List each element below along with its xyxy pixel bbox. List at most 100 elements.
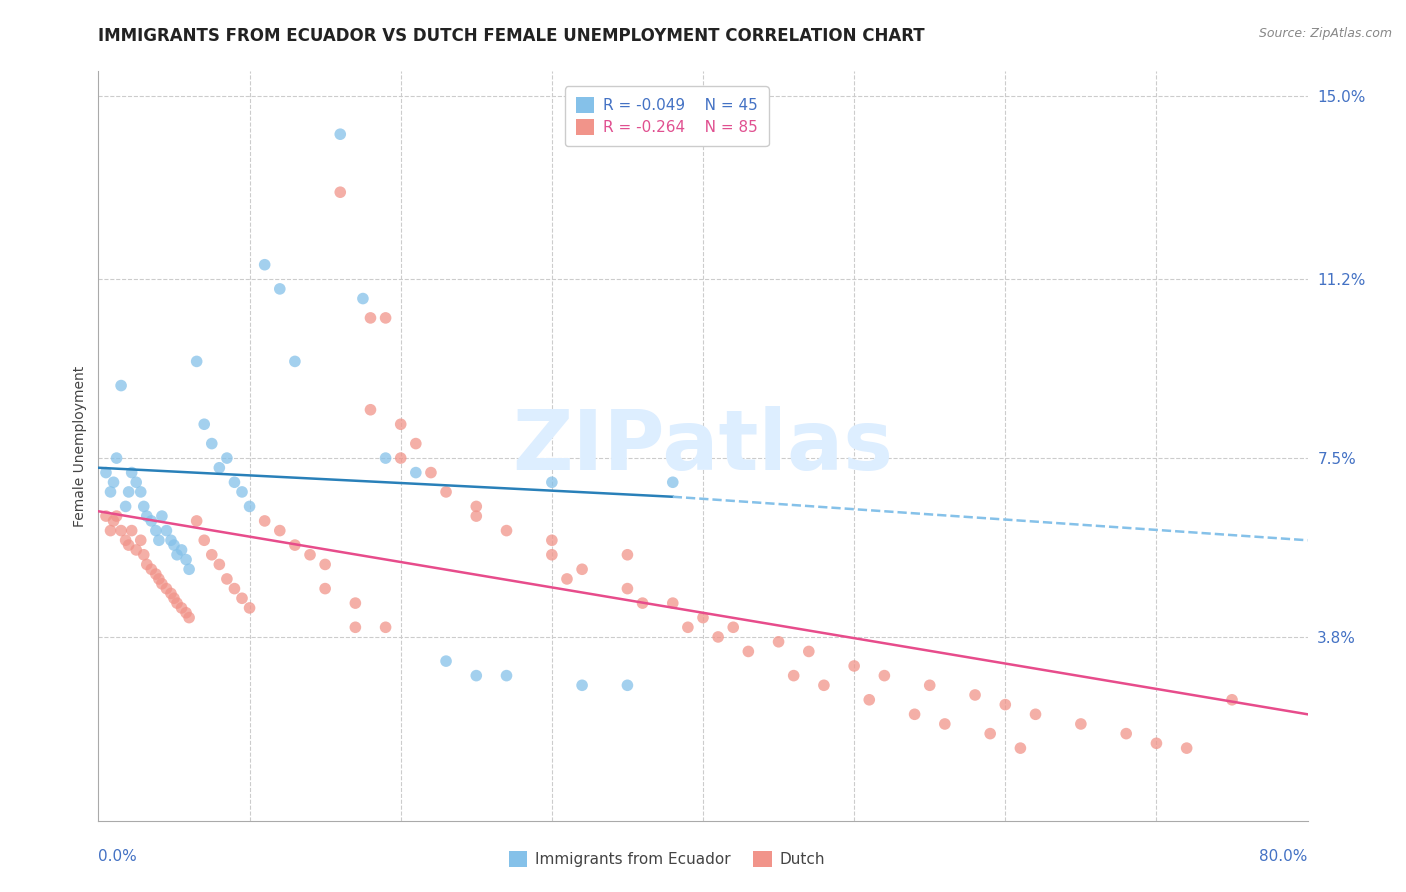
Y-axis label: Female Unemployment: Female Unemployment bbox=[73, 366, 87, 526]
Point bbox=[125, 543, 148, 558]
Point bbox=[100, 524, 122, 538]
Point bbox=[148, 572, 170, 586]
Point bbox=[299, 548, 322, 562]
Point bbox=[1144, 736, 1167, 750]
Point bbox=[239, 601, 262, 615]
Point bbox=[231, 591, 253, 606]
Point bbox=[160, 533, 183, 548]
Point bbox=[160, 586, 183, 600]
Point bbox=[661, 475, 683, 490]
Point bbox=[540, 548, 562, 562]
Point bbox=[269, 282, 291, 296]
Point bbox=[389, 451, 412, 466]
Point bbox=[155, 582, 177, 596]
Point bbox=[110, 378, 132, 392]
Point bbox=[360, 402, 382, 417]
Point bbox=[148, 533, 170, 548]
Point bbox=[284, 354, 307, 368]
Point bbox=[224, 582, 246, 596]
Text: IMMIGRANTS FROM ECUADOR VS DUTCH FEMALE UNEMPLOYMENT CORRELATION CHART: IMMIGRANTS FROM ECUADOR VS DUTCH FEMALE … bbox=[98, 27, 925, 45]
Point bbox=[465, 509, 488, 524]
Point bbox=[239, 500, 262, 514]
Point bbox=[616, 678, 638, 692]
Point bbox=[135, 558, 157, 572]
Point bbox=[965, 688, 987, 702]
Point bbox=[1070, 717, 1092, 731]
Point bbox=[215, 572, 238, 586]
Point bbox=[420, 466, 443, 480]
Point bbox=[179, 610, 201, 624]
Point bbox=[155, 524, 177, 538]
Point bbox=[314, 582, 336, 596]
Text: ZIPatlas: ZIPatlas bbox=[513, 406, 893, 486]
Point bbox=[141, 562, 163, 576]
Point bbox=[344, 620, 367, 634]
Text: Source: ZipAtlas.com: Source: ZipAtlas.com bbox=[1258, 27, 1392, 40]
Point bbox=[118, 538, 141, 552]
Point bbox=[179, 562, 201, 576]
Point bbox=[329, 127, 352, 141]
Point bbox=[231, 484, 253, 499]
Point bbox=[163, 538, 186, 552]
Point bbox=[201, 436, 224, 450]
Point bbox=[129, 484, 152, 499]
Point bbox=[110, 524, 132, 538]
Point bbox=[314, 558, 336, 572]
Point bbox=[465, 668, 488, 682]
Point bbox=[374, 310, 396, 325]
Point bbox=[616, 582, 638, 596]
Point bbox=[737, 644, 759, 658]
Point bbox=[723, 620, 745, 634]
Point bbox=[114, 533, 136, 548]
Point bbox=[389, 417, 412, 432]
Point bbox=[1220, 693, 1243, 707]
Point bbox=[193, 533, 215, 548]
Point bbox=[797, 644, 820, 658]
Point bbox=[121, 466, 143, 480]
Point bbox=[132, 548, 155, 562]
Point bbox=[434, 484, 457, 499]
Point bbox=[692, 610, 714, 624]
Point bbox=[193, 417, 215, 432]
Legend: Immigrants from Ecuador, Dutch: Immigrants from Ecuador, Dutch bbox=[502, 845, 831, 873]
Point bbox=[571, 562, 593, 576]
Point bbox=[360, 310, 382, 325]
Text: 80.0%: 80.0% bbox=[1260, 849, 1308, 863]
Point bbox=[224, 475, 246, 490]
Point bbox=[934, 717, 956, 731]
Point bbox=[141, 514, 163, 528]
Point bbox=[135, 509, 157, 524]
Point bbox=[103, 514, 125, 528]
Point bbox=[707, 630, 730, 644]
Point bbox=[253, 258, 276, 272]
Point bbox=[186, 354, 208, 368]
Point bbox=[571, 678, 593, 692]
Point bbox=[150, 576, 173, 591]
Point bbox=[374, 620, 396, 634]
Point bbox=[163, 591, 186, 606]
Point bbox=[661, 596, 683, 610]
Point bbox=[405, 436, 427, 450]
Point bbox=[1175, 741, 1198, 756]
Point bbox=[676, 620, 699, 634]
Point bbox=[129, 533, 152, 548]
Point bbox=[94, 466, 117, 480]
Point bbox=[1115, 726, 1137, 740]
Point bbox=[374, 451, 396, 466]
Point bbox=[253, 514, 276, 528]
Point bbox=[979, 726, 1001, 740]
Point bbox=[344, 596, 367, 610]
Point bbox=[118, 484, 141, 499]
Point bbox=[405, 466, 427, 480]
Point bbox=[186, 514, 208, 528]
Point bbox=[145, 524, 167, 538]
Point bbox=[918, 678, 941, 692]
Point bbox=[783, 668, 806, 682]
Point bbox=[465, 500, 488, 514]
Point bbox=[121, 524, 143, 538]
Point bbox=[269, 524, 291, 538]
Point bbox=[352, 292, 374, 306]
Point bbox=[201, 548, 224, 562]
Point bbox=[94, 509, 117, 524]
Point bbox=[616, 548, 638, 562]
